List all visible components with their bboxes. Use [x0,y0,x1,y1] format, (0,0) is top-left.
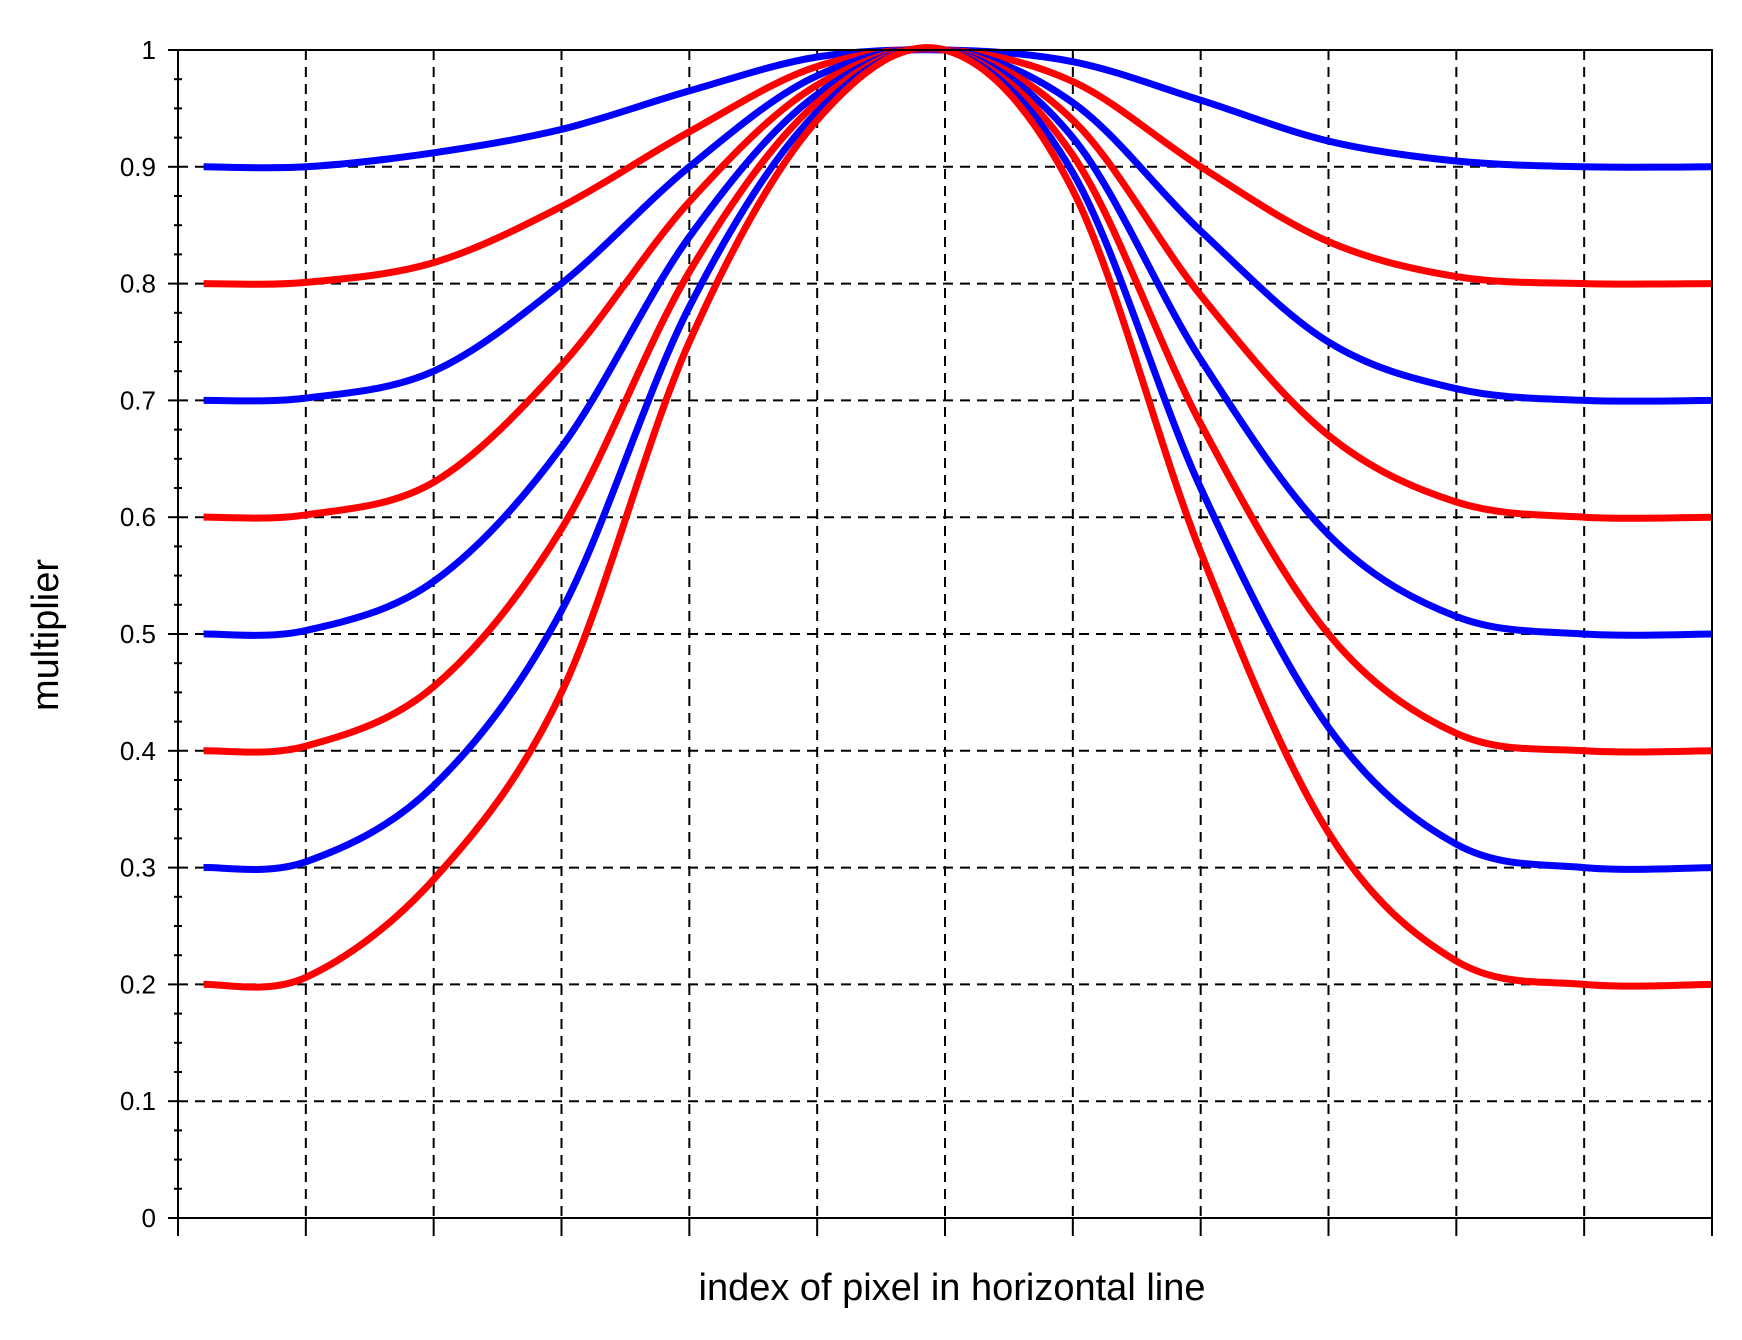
series-line-4 [203,45,1713,639]
y-tick-label-9: 0.9 [120,152,156,182]
series-line-2 [203,45,1713,405]
axes: 0 0.1 0.2 0.3 0.4 0.5 0.6 0.7 0.8 0.9 1 [120,35,1713,1236]
series-lines [203,44,1713,991]
y-tick-label-10: 1 [142,35,156,65]
y-tick-label-2: 0.2 [120,969,156,999]
y-axis-label: multiplier [25,559,67,711]
series-line-0 [203,46,1713,172]
y-tick-label-3: 0.3 [120,853,156,883]
y-tick-label-0: 0 [142,1203,156,1233]
y-tick-label-8: 0.8 [120,269,156,299]
y-tick-label-4: 0.4 [120,736,156,766]
grid [178,50,1712,1218]
y-tick-label-1: 0.1 [120,1086,156,1116]
x-axis-label: index of pixel in horizontal line [699,1267,1206,1309]
y-tick-label-5: 0.5 [120,619,156,649]
axis-labels: index of pixel in horizontal line multip… [25,559,1205,1309]
series-line-1 [203,45,1713,288]
y-tick-label-7: 0.7 [120,385,156,415]
y-tick-label-6: 0.6 [120,502,156,532]
series-line-7 [203,44,1713,991]
